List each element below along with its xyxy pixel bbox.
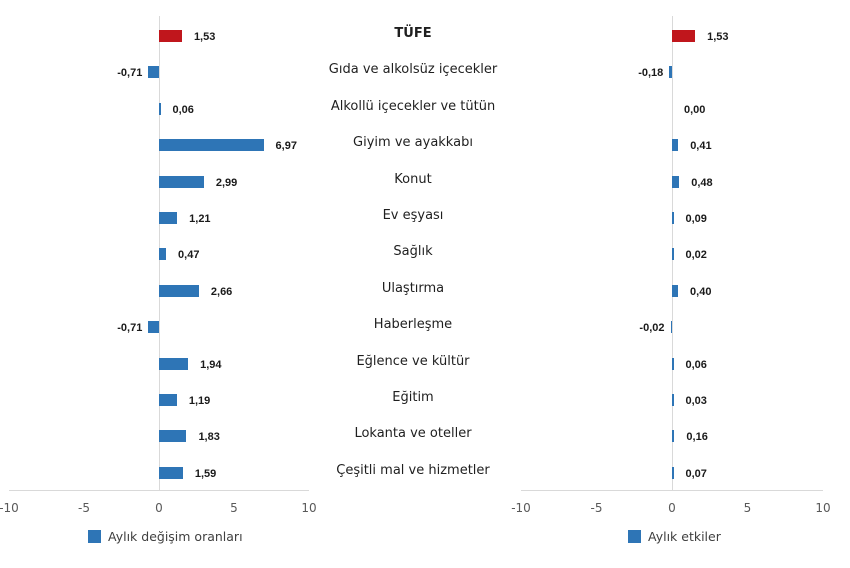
bar <box>670 321 672 334</box>
data-label: 1,19 <box>188 395 211 407</box>
x-tick-label: -10 <box>0 501 19 515</box>
bar <box>159 212 178 224</box>
data-label: 1,59 <box>194 467 217 480</box>
bar <box>159 102 161 115</box>
legend-monthly-impact: Aylık etkiler <box>628 529 721 544</box>
category-label: Gıda ve alkolsüz içecekler <box>328 62 498 78</box>
data-label: 0,03 <box>685 395 707 407</box>
category-label: Haberleşme <box>373 317 453 333</box>
x-tick-label: 0 <box>668 501 676 515</box>
legend-monthly-change: Aylık değişim oranları <box>88 529 243 544</box>
bar <box>159 139 264 152</box>
data-label: 2,66 <box>210 285 233 298</box>
bar <box>159 248 167 261</box>
category-label: TÜFE <box>394 26 432 41</box>
data-label: -0,71 <box>117 67 143 80</box>
category-label: Alkollü içecekler ve tütün <box>330 98 496 114</box>
category-label: Eğitim <box>392 390 434 405</box>
data-label: 1,94 <box>200 358 222 371</box>
x-tick-label: -5 <box>78 501 90 515</box>
bar <box>159 466 183 479</box>
data-label: 0,47 <box>178 249 200 262</box>
data-label: -0,18 <box>638 67 664 80</box>
data-label: 6,97 <box>275 140 297 153</box>
bar <box>159 430 187 443</box>
x-tick-label: 5 <box>230 501 238 515</box>
bar <box>672 248 674 261</box>
data-label: 0,00 <box>684 103 706 116</box>
category-label: Konut <box>394 171 432 187</box>
bar <box>672 284 679 297</box>
x-tick-label: 5 <box>743 501 752 515</box>
data-label: 0,06 <box>172 103 194 116</box>
bar <box>672 430 675 443</box>
category-label: Ulaştırma <box>381 280 445 296</box>
category-label: Eğlence ve kültür <box>356 353 470 369</box>
bar <box>672 175 680 188</box>
data-label: 1,83 <box>198 431 220 444</box>
bar <box>159 284 199 297</box>
legend-label: Aylık değişim oranları <box>108 529 243 544</box>
bar <box>672 466 674 479</box>
data-label: 0,09 <box>685 213 707 225</box>
x-tick-label: 10 <box>815 501 831 515</box>
category-label: Giyim ve ayakkabı <box>353 135 473 151</box>
bar <box>159 175 204 188</box>
data-label: 0,41 <box>690 140 712 153</box>
category-label: Ev eşyası <box>382 208 444 223</box>
x-tick-label: 0 <box>155 501 163 515</box>
bar <box>672 394 674 406</box>
legend-swatch <box>88 530 101 543</box>
legend-swatch <box>628 530 641 543</box>
x-tick-label: 10 <box>301 501 317 515</box>
data-label: 0,48 <box>691 176 713 189</box>
data-label: 2,99 <box>215 176 238 189</box>
data-label: 1,53 <box>707 31 729 43</box>
category-label: Sağlık <box>393 244 433 260</box>
data-label: 1,21 <box>189 213 211 225</box>
bar <box>672 357 674 370</box>
bar <box>159 357 189 370</box>
x-axis-line <box>521 490 823 491</box>
bar <box>672 30 696 42</box>
category-label: Çeşitli mal ve hizmetler <box>336 462 490 478</box>
data-label: 0,16 <box>686 431 708 444</box>
bar <box>148 321 159 334</box>
bar <box>672 212 674 224</box>
data-label: -0,71 <box>117 322 143 335</box>
bar <box>672 139 679 152</box>
bar <box>669 66 672 79</box>
bar <box>159 394 177 406</box>
bar <box>148 66 159 79</box>
data-label: 0,40 <box>690 285 712 298</box>
x-tick-label: -5 <box>590 501 603 515</box>
x-axis-line <box>9 490 309 491</box>
data-label: 0,07 <box>685 467 707 480</box>
legend-label: Aylık etkiler <box>648 529 721 544</box>
data-label: 0,06 <box>685 358 707 371</box>
bar <box>159 30 182 42</box>
data-label: -0,02 <box>639 322 665 335</box>
data-label: 1,53 <box>193 31 216 43</box>
x-tick-label: -10 <box>511 501 531 515</box>
data-label: 0,02 <box>685 249 707 262</box>
category-label: Lokanta ve oteller <box>354 426 472 442</box>
